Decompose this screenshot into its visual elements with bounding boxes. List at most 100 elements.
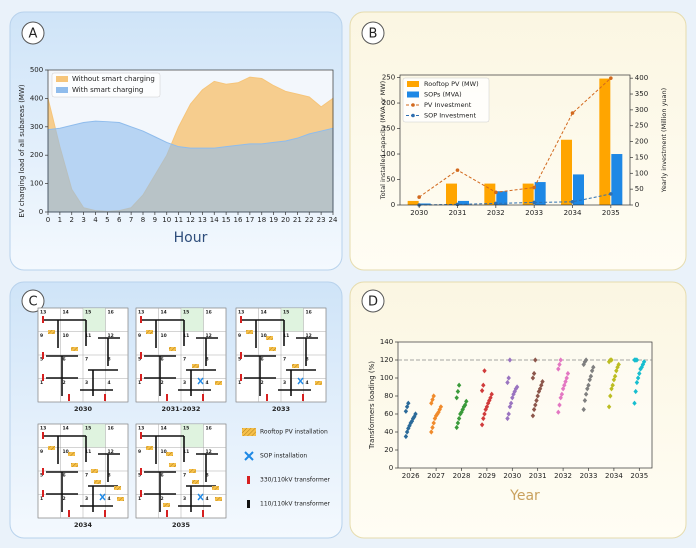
subarea-number: 16 (108, 310, 114, 316)
point (634, 379, 640, 386)
subarea-number: 6 (63, 357, 66, 363)
x-tick-label: 12 (186, 216, 195, 224)
transformer-330 (166, 394, 168, 401)
point (482, 411, 487, 417)
y-tick-label: 80 (384, 392, 393, 400)
legend-swatch (407, 91, 419, 98)
point (456, 382, 462, 388)
panel-d (349, 281, 687, 539)
sop-installation (99, 493, 106, 501)
x-tick-label: 5 (105, 216, 109, 224)
x-tick-label: 2032 (554, 472, 572, 480)
transformer-330 (240, 352, 242, 359)
point (531, 370, 537, 377)
point (589, 368, 595, 374)
point (533, 402, 538, 408)
subarea-number: 1 (40, 496, 43, 502)
point (406, 425, 411, 431)
point (431, 393, 436, 399)
subarea-number: 5 (40, 473, 43, 479)
subarea-number: 15 (85, 426, 91, 432)
point (429, 400, 434, 406)
y-tick-label: 500 (30, 66, 43, 74)
subarea-number: 16 (206, 310, 212, 316)
line-marker (455, 168, 460, 172)
subarea-number: 15 (183, 310, 189, 316)
transformer-330 (166, 510, 168, 517)
subarea-number: 2 (63, 496, 66, 502)
transformer-330 (42, 352, 44, 359)
pv-installation (71, 463, 78, 467)
subarea-number: 8 (108, 357, 111, 363)
y-tick-label: 250 (382, 74, 395, 82)
panel-badge (21, 21, 45, 45)
legend-label: Without smart charging (72, 75, 155, 83)
pv-installation (48, 330, 55, 334)
point (588, 373, 594, 379)
point (489, 391, 494, 397)
x-tick-label: 20 (281, 216, 290, 224)
legend-label: 330/110kV transformer (260, 477, 331, 484)
point (581, 406, 586, 413)
y-tick-label: 200 (30, 151, 43, 159)
sop-installation (197, 377, 204, 385)
map-label: 2035 (172, 521, 191, 529)
x-tick-label: 16 (234, 216, 243, 224)
pv-installation (192, 364, 199, 368)
subarea-number: 7 (183, 473, 186, 479)
y-tick-label: 200 (635, 138, 648, 146)
pv-installation (212, 486, 219, 490)
point (535, 393, 540, 399)
point (456, 415, 462, 422)
point (403, 433, 409, 440)
subarea-number: 13 (138, 310, 144, 316)
x-tick-label: 2027 (427, 472, 445, 480)
point (455, 388, 461, 395)
panel-label: A (29, 27, 38, 42)
sop-installation (297, 377, 304, 385)
point (537, 386, 543, 392)
x-tick-label: 13 (198, 216, 207, 224)
point (506, 375, 511, 381)
panel-label: C (28, 295, 37, 310)
axis-label: Transformers loading (%) (368, 361, 376, 450)
transformer-330 (42, 374, 44, 381)
point (508, 400, 514, 406)
point (591, 364, 596, 370)
subarea-number: 6 (161, 357, 164, 363)
x-tick-label: 8 (141, 216, 145, 224)
legend-label: 110/110kV transformer (260, 501, 331, 508)
transformer-330 (104, 510, 106, 517)
subarea-number: 11 (85, 449, 91, 455)
axis-label: EV charging load of all subareas (MW) (18, 84, 26, 218)
transformer-330 (202, 510, 204, 517)
point (409, 418, 415, 424)
pv-installation (166, 452, 173, 456)
transformer-330 (266, 394, 268, 401)
subarea-number: 4 (206, 496, 209, 502)
pv-installation (169, 347, 176, 351)
line-marker (570, 111, 575, 115)
transformer-330 (104, 394, 106, 401)
y-tick-label: 40 (384, 428, 393, 436)
x-tick-label: 4 (93, 216, 98, 224)
y-tick-label: 250 (635, 122, 648, 130)
transformer-330 (140, 374, 142, 381)
x-tick-label: 9 (153, 216, 157, 224)
y-tick-label: 350 (635, 90, 648, 98)
point (558, 395, 563, 401)
point (581, 361, 586, 368)
x-tick-label: 15 (222, 216, 231, 224)
x-axis-label: Hour (174, 230, 208, 246)
y-tick-label: 140 (380, 338, 393, 346)
x-tick-label: 2035 (630, 472, 648, 480)
subarea-number: 14 (261, 310, 267, 316)
point (506, 411, 511, 417)
point (609, 357, 614, 363)
x-tick-label: 2033 (580, 472, 598, 480)
point (512, 388, 517, 395)
bar (458, 200, 469, 205)
y-tick-label: 400 (30, 94, 43, 102)
map-label: 2033 (272, 405, 290, 413)
subarea-number: 10 (63, 333, 69, 339)
